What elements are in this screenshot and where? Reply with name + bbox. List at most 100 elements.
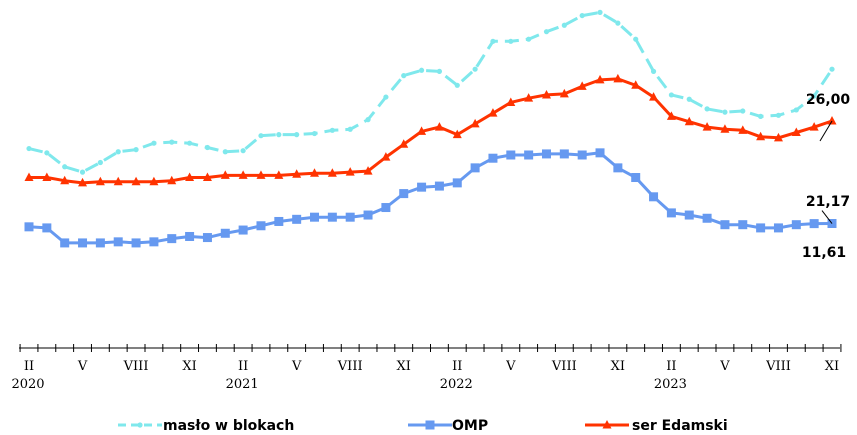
- data-point-ser-edamski: [452, 129, 462, 139]
- legend-swatch-marker: [602, 420, 612, 429]
- series-line-mas-o-w-blokach: [28, 10, 834, 174]
- data-point-mas-o-w-blokach: [258, 133, 264, 139]
- data-point-omp: [220, 228, 230, 238]
- data-point-omp: [24, 222, 34, 232]
- data-point-ser-edamski: [131, 176, 141, 186]
- data-point-ser-edamski: [702, 122, 712, 131]
- x-tick-label: VIII: [551, 359, 577, 374]
- x-tick-label: VIII: [123, 359, 149, 374]
- data-point-omp: [78, 238, 88, 248]
- data-point-mas-o-w-blokach: [294, 132, 300, 138]
- data-point-omp: [773, 223, 783, 233]
- data-point-ser-edamski: [167, 175, 177, 185]
- data-point-ser-edamski: [506, 97, 516, 106]
- end-value-label: 11,61: [802, 245, 846, 261]
- data-point-omp: [381, 203, 391, 213]
- data-point-mas-o-w-blokach: [276, 132, 282, 138]
- data-point-ser-edamski: [488, 108, 498, 117]
- x-tick-label: XI: [182, 359, 196, 374]
- data-point-mas-o-w-blokach: [508, 38, 514, 44]
- x-year-label: 2020: [11, 377, 44, 392]
- data-point-omp: [738, 220, 748, 230]
- data-point-ser-edamski: [220, 170, 230, 179]
- data-point-ser-edamski: [827, 115, 837, 125]
- data-point-omp: [95, 238, 105, 248]
- data-point-omp: [595, 148, 605, 158]
- x-tick-label: XI: [825, 359, 839, 374]
- x-tick-label: XI: [611, 359, 625, 374]
- data-point-ser-edamski: [613, 73, 623, 83]
- data-point-mas-o-w-blokach: [347, 126, 353, 132]
- data-point-mas-o-w-blokach: [704, 106, 710, 112]
- data-point-ser-edamski: [292, 169, 302, 178]
- data-point-mas-o-w-blokach: [561, 22, 567, 28]
- data-point-ser-edamski: [274, 170, 284, 179]
- x-tick-label: II: [238, 359, 248, 374]
- data-point-mas-o-w-blokach: [62, 164, 68, 170]
- x-year-label: 2023: [654, 377, 687, 392]
- data-point-ser-edamski: [345, 167, 355, 176]
- data-point-ser-edamski: [738, 125, 748, 134]
- data-point-ser-edamski: [95, 176, 105, 186]
- data-point-omp: [167, 234, 177, 244]
- data-point-mas-o-w-blokach: [722, 109, 728, 115]
- x-tick-label: XI: [397, 359, 411, 374]
- legend-swatch-marker: [137, 422, 143, 428]
- series-ser-edamski: [24, 73, 837, 187]
- x-tick-label: VIII: [337, 359, 363, 374]
- legend: masło w blokach OMP ser Edamski: [118, 418, 728, 434]
- data-point-mas-o-w-blokach: [543, 29, 550, 35]
- leader-line: [819, 120, 833, 142]
- data-point-mas-o-w-blokach: [775, 112, 782, 118]
- data-point-mas-o-w-blokach: [811, 93, 817, 99]
- data-point-mas-o-w-blokach: [97, 159, 103, 166]
- legend-item-mas-o-w-blokach: masło w blokach: [118, 418, 294, 434]
- data-point-mas-o-w-blokach: [758, 113, 764, 119]
- data-point-omp: [809, 219, 819, 229]
- data-point-ser-edamski: [256, 170, 266, 179]
- x-tick-label: V: [719, 359, 730, 374]
- data-point-ser-edamski: [434, 122, 444, 131]
- data-point-ser-edamski: [577, 81, 587, 90]
- data-point-omp: [202, 233, 212, 243]
- data-point-mas-o-w-blokach: [633, 36, 639, 42]
- data-point-omp: [327, 212, 337, 222]
- data-point-omp: [488, 153, 498, 163]
- series-line-omp: [28, 151, 833, 245]
- data-point-omp: [720, 220, 730, 230]
- data-point-omp: [131, 238, 141, 248]
- data-point-omp: [399, 189, 409, 199]
- data-point-ser-edamski: [417, 126, 427, 135]
- x-tick-label: II: [24, 359, 34, 374]
- data-point-ser-edamski: [327, 168, 337, 177]
- data-point-ser-edamski: [773, 132, 783, 142]
- x-tick-label: V: [77, 359, 88, 374]
- data-point-ser-edamski: [399, 139, 409, 148]
- data-point-mas-o-w-blokach: [79, 169, 86, 175]
- x-tick-label: VIII: [765, 359, 791, 374]
- data-point-omp: [363, 210, 373, 220]
- data-point-mas-o-w-blokach: [222, 149, 228, 155]
- x-year-label: 2022: [440, 377, 473, 392]
- data-point-mas-o-w-blokach: [311, 130, 318, 137]
- data-point-ser-edamski: [381, 152, 391, 161]
- data-point-ser-edamski: [720, 124, 730, 133]
- data-point-mas-o-w-blokach: [329, 127, 335, 133]
- data-point-mas-o-w-blokach: [418, 67, 425, 73]
- data-point-omp: [559, 149, 569, 159]
- data-point-ser-edamski: [24, 172, 34, 182]
- data-point-omp: [274, 216, 284, 226]
- data-point-mas-o-w-blokach: [401, 73, 407, 79]
- legend-label: OMP: [452, 418, 488, 434]
- data-point-mas-o-w-blokach: [490, 38, 496, 44]
- data-point-ser-edamski: [684, 116, 694, 126]
- data-point-omp: [60, 238, 70, 248]
- x-tick-label: II: [666, 359, 676, 374]
- data-point-ser-edamski: [595, 74, 605, 84]
- data-point-omp: [238, 225, 248, 235]
- data-point-mas-o-w-blokach: [793, 107, 799, 113]
- data-point-omp: [185, 231, 195, 241]
- data-point-mas-o-w-blokach: [26, 145, 32, 152]
- legend-label: ser Edamski: [632, 418, 728, 434]
- legend-swatch-marker: [425, 420, 435, 430]
